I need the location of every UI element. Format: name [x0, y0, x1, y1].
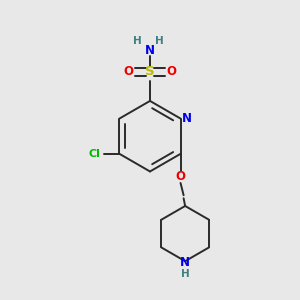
Text: H: H — [134, 36, 142, 46]
Text: H: H — [181, 269, 190, 279]
Text: O: O — [124, 65, 134, 78]
Text: S: S — [145, 65, 155, 78]
Text: Cl: Cl — [89, 149, 101, 159]
Text: O: O — [176, 170, 185, 183]
Text: N: N — [145, 44, 155, 57]
Text: H: H — [155, 36, 164, 46]
Text: N: N — [180, 256, 190, 269]
Text: O: O — [167, 65, 176, 78]
Text: N: N — [182, 112, 192, 125]
